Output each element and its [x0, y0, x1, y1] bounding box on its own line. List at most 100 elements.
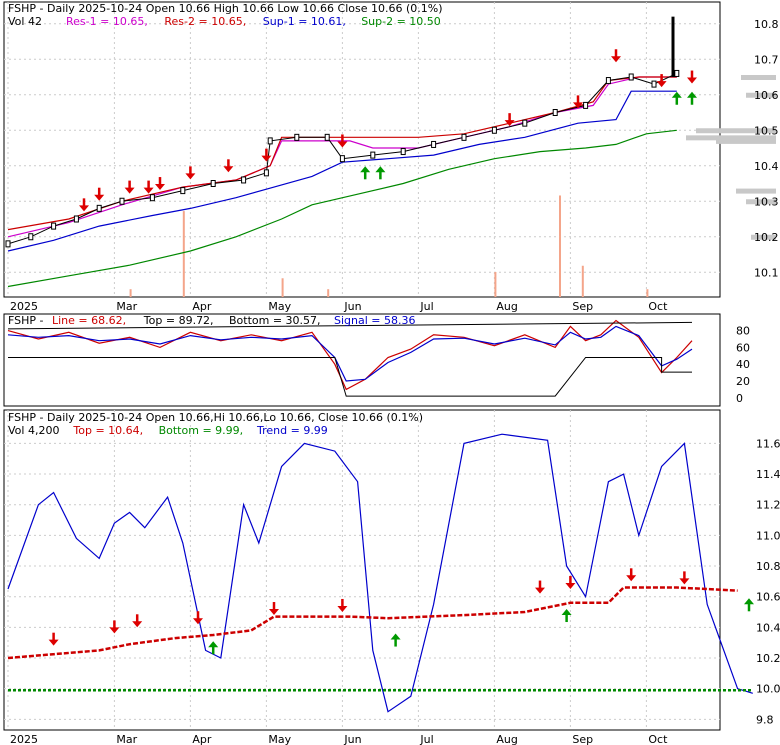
buy-arrow	[671, 91, 682, 98]
buy-arrow	[360, 166, 371, 173]
trend-sell-arrow	[626, 575, 637, 582]
sell-arrow	[223, 166, 234, 173]
trend-y-tick-label: 11.4	[756, 468, 780, 481]
oscillator-y-tick-label: 20	[736, 375, 750, 388]
trend-panel-grid	[4, 410, 720, 730]
sell-arrow	[124, 187, 135, 194]
trend-y-tick-label: 11.6	[756, 437, 780, 450]
price-legend-item-3: Sup-2 = 10.50	[361, 15, 441, 28]
volume-bar	[182, 211, 185, 297]
oscillator-panel-lines	[7, 319, 693, 397]
trend-sell-arrow	[565, 582, 576, 589]
volume-profile-bar	[686, 135, 776, 141]
price-panel-frame	[3, 1, 721, 298]
price-y-tick-label: 10.8	[754, 18, 779, 31]
volume-profile-bar	[746, 199, 776, 205]
price-x-tick-label: Sep	[572, 300, 593, 313]
trend-panel-signals	[48, 568, 754, 655]
trend-x-tick-label: Jun	[343, 733, 361, 745]
price-panel-x-axis: 2025 Mar Apr May Jun Jul Aug Sep Oct	[10, 300, 668, 313]
sell-arrow	[155, 184, 165, 191]
oscillator-panel-prefix: FSHP -	[8, 314, 44, 327]
trend-panel-y-axis: 9.8 10.0 10.2 10.4 10.6 10.8 11.0 11.2 11.4 11.6	[756, 437, 780, 726]
trend-x-tick-label: Jul	[419, 733, 433, 745]
trend-x-tick-label: Oct	[648, 733, 668, 745]
trend-sell-arrow	[269, 609, 279, 616]
price-panel-y-axis: 10.1 10.2 10.3 10.4 10.5 10.6 10.7 10.8	[754, 18, 779, 280]
price-y-tick-label: 10.1	[754, 266, 779, 279]
price-candle	[180, 187, 186, 195]
trend-sell-arrow	[535, 587, 545, 594]
price-panel-vol: Vol 42	[8, 15, 42, 28]
sell-arrow	[611, 56, 621, 63]
price-panel-signals	[79, 49, 697, 212]
price-panel-lines	[7, 76, 677, 288]
price-x-tick-label: 2025	[10, 300, 38, 313]
oscillator-panel-legend: Line = 68.62, Top = 89.72, Bottom = 30.57,…	[52, 314, 416, 327]
trend-panel-legend: Vol 4,200 Top = 10.64, Bottom = 9.99, Trend…	[8, 424, 328, 437]
oscillator-legend-item-3: Signal = 58.36	[334, 314, 416, 327]
volume-profile-bar	[696, 128, 776, 134]
price-panel-volume	[129, 75, 776, 297]
price-panel-price	[5, 16, 680, 248]
trend-panel-x-axis: 2025 Mar Apr May Jun Jul Aug Sep Oct	[10, 733, 668, 745]
sell-arrow	[656, 81, 667, 88]
volume-bar	[129, 289, 132, 297]
trend-sell-arrow	[193, 618, 203, 625]
volume-bar	[281, 278, 284, 297]
trend-y-tick-label: 9.8	[756, 713, 774, 726]
price-candle	[51, 222, 57, 230]
price-candle	[267, 137, 273, 145]
price-x-tick-label: Jul	[419, 300, 433, 313]
price-x-tick-label: Jun	[343, 300, 361, 313]
sell-arrow	[573, 102, 583, 109]
oscillator-line-line	[7, 319, 693, 391]
oscillator-legend-item-1: Top = 89.72,	[143, 314, 214, 327]
trend-y-tick-label: 10.2	[756, 652, 780, 665]
price-candle	[119, 197, 125, 205]
trend-x-tick-label: Apr	[192, 733, 212, 745]
sell-arrow	[185, 173, 196, 180]
trend-panel-lines	[7, 433, 753, 713]
price-line-sup-1	[7, 90, 677, 252]
price-line-res-2	[7, 76, 677, 231]
price-line-sup-2	[7, 129, 677, 288]
oscillator-y-tick-label: 60	[736, 341, 750, 354]
price-y-tick-label: 10.5	[754, 124, 779, 137]
trend-y-tick-label: 10.0	[756, 683, 780, 696]
trend-y-tick-label: 10.8	[756, 560, 780, 573]
price-x-tick-label: Mar	[116, 300, 137, 313]
trend-sell-arrow	[109, 627, 120, 634]
price-candle	[28, 233, 34, 241]
price-legend-item-2: Sup-1 = 10.61,	[263, 15, 346, 28]
price-y-tick-label: 10.3	[754, 195, 779, 208]
price-candle	[651, 80, 657, 88]
trend-y-tick-label: 10.6	[756, 591, 780, 604]
volume-profile-bar	[746, 92, 776, 98]
price-candle	[324, 133, 330, 141]
volume-bar	[327, 289, 330, 297]
price-legend-item-1: Res-2 = 10.65,	[164, 15, 246, 28]
price-candle	[5, 240, 11, 248]
price-candle	[491, 126, 497, 134]
oscillator-panel-frame	[3, 313, 721, 407]
buy-arrow	[687, 91, 697, 98]
price-x-tick-label: Aug	[496, 300, 517, 313]
price-candle	[370, 151, 376, 159]
trend-legend-item-0: Vol 4,200	[8, 424, 59, 437]
oscillator-line-bottom	[8, 357, 692, 397]
trend-x-tick-label: Mar	[116, 733, 137, 745]
price-candle	[583, 101, 589, 109]
sell-arrow	[687, 77, 697, 84]
oscillator-panel-y-axis: 0 20 40 60 80	[736, 325, 750, 405]
price-x-tick-label: Apr	[192, 300, 212, 313]
price-candle	[294, 133, 300, 141]
oscillator-y-tick-label: 40	[736, 358, 750, 371]
sell-arrow	[504, 120, 515, 127]
trend-panel-frame	[3, 409, 721, 731]
oscillator-legend-item-2: Bottom = 30.57,	[229, 314, 321, 327]
trend-buy-arrow	[208, 641, 219, 648]
volume-bar	[581, 265, 584, 297]
volume-bar	[559, 195, 561, 297]
trend-sell-arrow	[337, 605, 348, 612]
